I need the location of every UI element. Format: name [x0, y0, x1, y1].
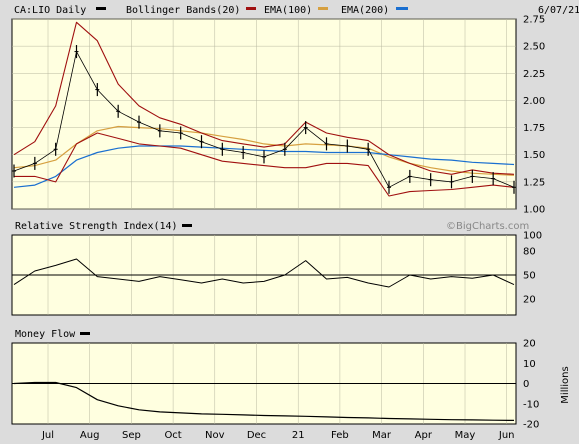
y-tick-label: 1.50 [523, 150, 545, 161]
x-tick-label: Feb [331, 430, 349, 441]
x-tick-label: May [455, 430, 476, 441]
x-tick-label: Aug [80, 430, 100, 441]
x-tick-label: Mar [372, 430, 392, 441]
y-tick-label: 2.25 [523, 69, 545, 80]
legend-swatch-bollinger [246, 7, 256, 10]
moneyflow-title: Money Flow [15, 329, 76, 340]
x-tick-label: Apr [415, 430, 433, 441]
axis-ticks: Jul Aug Sep Oct Nov Dec 21 Feb Mar Apr May Jun 2.75 2… [41, 15, 545, 442]
x-tick-label: Jun [498, 430, 515, 441]
ticker-label: CA:LIO Daily [14, 5, 86, 16]
y-tick-label: 1.00 [523, 205, 545, 216]
x-tick-label: Jul [41, 430, 54, 441]
moneyflow-legend-swatch [80, 332, 90, 335]
y-tick-label: 100 [523, 231, 542, 242]
price-line [13, 51, 515, 188]
legend-swatch-ema100 [318, 7, 328, 10]
legend-swatch-ema200 [396, 7, 408, 10]
bollinger-lower-line [14, 132, 515, 197]
watermark: ©BigCharts.com [446, 221, 529, 232]
y-tick-label: -20 [523, 420, 539, 431]
y-tick-label: 2.75 [523, 15, 545, 26]
moneyflow-line [13, 381, 515, 421]
rsi-line [13, 258, 515, 288]
moneyflow-unit-label: Millions [560, 366, 571, 403]
y-tick-label: -10 [523, 399, 539, 410]
grid-lines [12, 18, 516, 424]
legend-label-ema200: EMA(200) [341, 5, 389, 16]
legend-swatch-price [96, 7, 106, 10]
ema100-line [13, 125, 515, 176]
y-tick-label: 10 [523, 359, 536, 370]
x-tick-label: 21 [292, 430, 305, 441]
x-tick-label: Oct [164, 430, 181, 441]
y-tick-label: 1.25 [523, 177, 545, 188]
chart-date: 6/07/21 [538, 5, 579, 16]
y-tick-label: 20 [523, 339, 536, 350]
rsi-legend-swatch [182, 224, 192, 227]
rsi-title: Relative Strength Index(14) [15, 221, 178, 232]
bollinger-upper-line [13, 21, 515, 175]
x-tick-label: Sep [122, 430, 141, 441]
y-tick-label: 2.50 [523, 42, 545, 53]
y-tick-label: 0 [523, 379, 529, 390]
y-tick-label: 80 [523, 247, 536, 258]
y-tick-label: 20 [523, 295, 536, 306]
y-tick-label: 2.00 [523, 96, 545, 107]
chart-marks [12, 21, 516, 421]
x-tick-label: Nov [205, 430, 225, 441]
legend-label-ema100: EMA(100) [264, 5, 312, 16]
y-tick-label: 1.75 [523, 123, 545, 134]
y-tick-label: 50 [523, 271, 536, 282]
price-panel [11, 18, 517, 210]
x-tick-label: Dec [247, 430, 266, 441]
legend-label-bollinger: Bollinger Bands(20) [126, 5, 240, 16]
